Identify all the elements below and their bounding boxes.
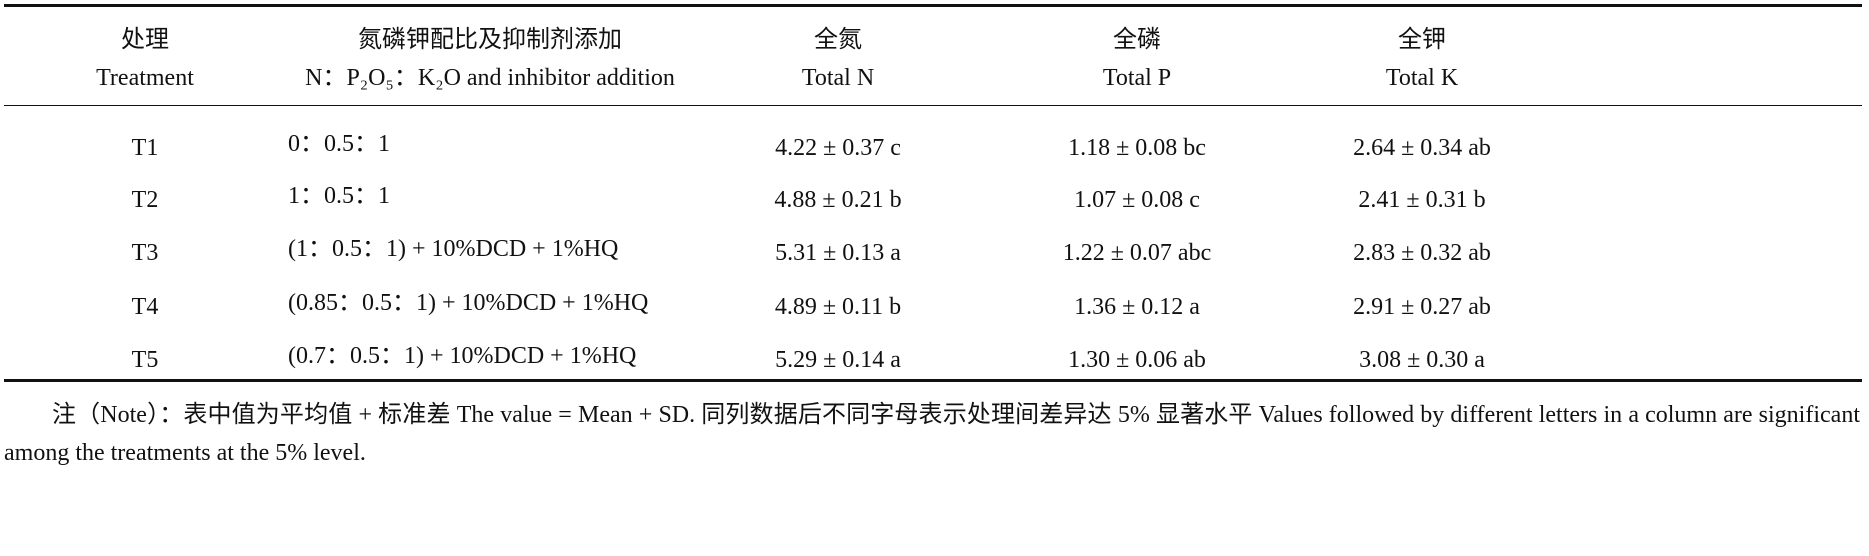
table-cell: 2.64 ± 0.34 ab: [1353, 135, 1491, 161]
table-cell: 4.89 ± 0.11 b: [774, 294, 902, 320]
table-cell: 2.83 ± 0.32 ab: [1353, 240, 1491, 266]
table-cell: 1.18 ± 0.08 bc: [1068, 135, 1206, 161]
table-cell: T3: [131, 240, 159, 266]
table-cell: 2.91 ± 0.27 ab: [1353, 294, 1491, 320]
table-cell: 1.36 ± 0.12 a: [1074, 294, 1200, 320]
header-cell: 氮磷钾配比及抑制剂添加: [358, 27, 622, 53]
header-cell: Total N: [801, 65, 875, 91]
table-cell: T1: [131, 135, 159, 161]
table-cell: T5: [131, 347, 159, 373]
header-cell: 全磷: [1113, 27, 1161, 53]
header-cell: Total K: [1385, 65, 1459, 91]
top-rule: [4, 4, 1862, 7]
header-cell: 处理: [121, 27, 169, 53]
table-cell: T2: [131, 187, 159, 213]
table-cell: 1.07 ± 0.08 c: [1074, 187, 1200, 213]
table-cell: 1.22 ± 0.07 abc: [1062, 240, 1212, 266]
table-cell: (0.85：0.5：1) + 10%DCD + 1%HQ: [288, 290, 649, 316]
table-cell: (0.7：0.5：1) + 10%DCD + 1%HQ: [288, 343, 637, 369]
header-cell: Treatment: [96, 65, 194, 91]
table-cell: 1.30 ± 0.06 ab: [1068, 347, 1206, 373]
table-cell: 0：0.5：1: [288, 131, 390, 157]
table-cell: 4.22 ± 0.37 c: [775, 135, 901, 161]
header-cell: 全钾: [1398, 27, 1446, 53]
bottom-rule: [4, 379, 1862, 382]
table-cell: (1：0.5：1) + 10%DCD + 1%HQ: [288, 236, 619, 262]
header-cell: N：P₂O₅：K₂O and inhibitor addition: [305, 65, 675, 91]
header-cell: 全氮: [814, 27, 862, 53]
table-cell: 2.41 ± 0.31 b: [1358, 187, 1486, 213]
table-cell: 1：0.5：1: [288, 183, 390, 209]
header-cell: Total P: [1102, 65, 1172, 91]
table-cell: 5.31 ± 0.13 a: [775, 240, 901, 266]
table-cell: T4: [131, 294, 159, 320]
header-rule: [4, 105, 1862, 106]
table-note: 注（Note）：表中值为平均值 + 标准差 The value = Mean +…: [4, 402, 1860, 466]
table-cell: 4.88 ± 0.21 b: [774, 187, 902, 213]
table-cell: 3.08 ± 0.30 a: [1359, 347, 1485, 373]
table-cell: 5.29 ± 0.14 a: [775, 347, 901, 373]
